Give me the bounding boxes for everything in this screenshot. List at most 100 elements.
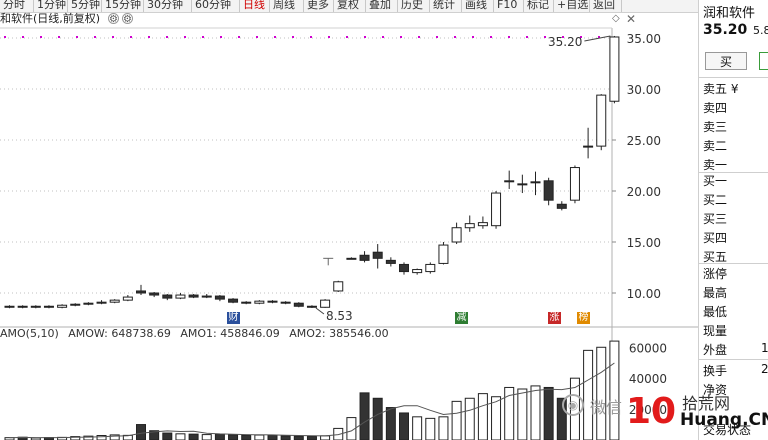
toolbar-button-2[interactable]: 5分钟 [71,0,100,11]
toolbar-button-12[interactable]: 统计 [433,0,455,11]
candle-up [530,181,541,184]
bid-row: 买三 [703,212,728,226]
volume-tick-label: 20000 [629,403,667,417]
divider [699,77,768,78]
chart-title: 和软件(日线,前复权) [0,12,100,26]
candle-up [583,145,594,148]
volume-bar [241,434,252,440]
toolbar-button-17[interactable]: 返回 [593,0,615,11]
volume-bar [451,400,462,440]
candle-down [228,298,239,303]
toolbar-button-6[interactable]: 日线 [243,0,265,11]
ask-row: 卖三 [703,120,728,134]
event-marker-1[interactable]: 减 [455,312,468,324]
kline-chart[interactable]: 35.00 30.00 25.00 20.00 15.00 10.00 35.20 8.53 6… [0,0,698,440]
settings-gear-icon-2[interactable]: ⚙ [122,13,133,25]
toolbar-separator [553,0,554,12]
toolbar-separator [101,0,102,12]
dotted-reference-mark [490,36,492,38]
toolbar-separator [239,0,240,12]
watermark-url: Huang.CN [680,410,768,430]
y-tick-label: 25.00 [627,134,661,148]
candle-up [569,167,580,201]
volume-bar [609,340,620,440]
candle-down [385,259,396,264]
watermark-wechat: 微信 [590,398,623,417]
toolbar-button-1[interactable]: 1分钟 [37,0,66,11]
volume-bar [438,416,449,440]
dotted-reference-mark [544,36,546,38]
toolbar-button-5[interactable]: 60分钟 [195,0,231,11]
toolbar-separator [523,0,524,12]
waipan-value: 1 [761,341,768,355]
toolbar-button-0[interactable]: 分时 [3,0,25,11]
candle-up [4,305,15,308]
volume-bar [346,417,357,440]
dotted-reference-mark [58,36,60,38]
candle-up [122,296,133,301]
ask-row: 卖四 [703,101,728,115]
stock-price: 35.20 [703,22,748,38]
event-marker-3[interactable]: 榜 [577,312,590,324]
candle-up [438,244,449,264]
candle-up [491,192,502,227]
volume-bar [188,433,199,440]
event-marker-2[interactable]: 涨 [548,312,561,324]
bid-row: 买五 [703,250,728,264]
toolbar-button-7[interactable]: 周线 [273,0,295,11]
event-marker-0[interactable]: 财 [227,312,240,324]
volume-bar [162,432,173,440]
y-tick-label: 20.00 [627,185,661,199]
turnover-value: 2 [761,362,768,376]
candle-down [149,292,160,296]
toolbar-button-9[interactable]: 复权 [337,0,359,11]
toolbar-button-3[interactable]: 15分钟 [105,0,141,11]
toolbar-button-13[interactable]: 画线 [465,0,487,11]
toolbar-button-8[interactable]: 更多 [307,0,329,11]
volume-bar [399,412,409,440]
volume-bar [530,385,541,440]
candle-up [464,223,475,229]
candle-up [254,300,265,304]
divider [699,172,768,173]
dotted-reference-mark [508,36,510,38]
candle-down [43,305,54,308]
sell-button[interactable] [759,52,768,70]
toolbar-button-14[interactable]: F10 [497,0,518,11]
stock-change: 5.8 [753,24,768,37]
volume-bar [385,407,396,440]
candle-up [412,269,423,274]
volume-bar [359,392,370,440]
candle-up [451,227,462,243]
toolbar-button-16[interactable]: +自选 [557,0,589,11]
amo-title[interactable]: AMO(5,10) [0,327,59,340]
y-tick-label: 15.00 [627,236,661,250]
candle-up [320,299,331,308]
dotted-reference-mark [166,36,168,38]
y-tick-label: 10.00 [627,287,661,301]
volume-bar [267,434,278,440]
bid-row: 买四 [703,231,728,245]
buy-button[interactable]: 买 [705,52,747,70]
y-tick-label: 35.00 [627,32,661,46]
candle-up [517,183,528,186]
volume-bar [280,435,291,440]
candle-down [162,294,173,299]
amo-ma-line [9,362,615,439]
settings-gear-icon[interactable]: ⚙ [108,13,119,25]
toolbar-button-10[interactable]: 叠加 [369,0,391,11]
toolbar-button-11[interactable]: 历史 [401,0,423,11]
candle-down [556,203,567,209]
dotted-reference-mark [4,36,6,38]
high-price-leader [584,35,611,42]
diamond-icon[interactable]: ◇ [612,13,620,24]
chart-title-text: 和软件(日线,前复权) [0,12,101,25]
candle-up [201,295,212,298]
bid-row: 买一 [703,174,728,188]
toolbar-button-4[interactable]: 30分钟 [147,0,183,11]
toolbar-separator [397,0,398,12]
toolbar-button-15[interactable]: 标记 [527,0,549,11]
close-icon[interactable]: ✕ [626,12,637,26]
low-price-label: 8.53 [326,309,353,323]
dotted-reference-mark [76,36,78,38]
